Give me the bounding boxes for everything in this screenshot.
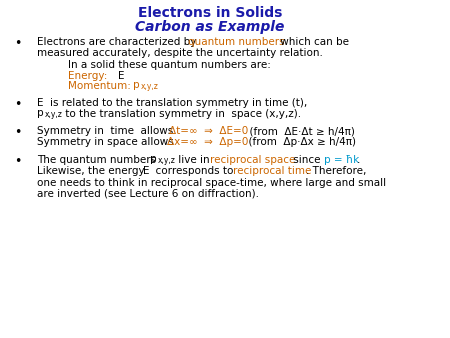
Text: E  is related to the translation symmetry in time (t),: E is related to the translation symmetry… <box>37 98 307 108</box>
Text: Δt=∞  ⇒  ΔE=0: Δt=∞ ⇒ ΔE=0 <box>169 126 248 136</box>
Text: which can be: which can be <box>277 37 349 47</box>
Text: In a solid these quantum numbers are:: In a solid these quantum numbers are: <box>68 60 271 70</box>
Text: x,y,z: x,y,z <box>140 81 158 91</box>
Text: Symmetry in space allows: Symmetry in space allows <box>37 138 177 147</box>
Text: reciprocal space: reciprocal space <box>211 155 296 165</box>
Text: p: p <box>37 108 44 118</box>
Text: quantum numbers: quantum numbers <box>188 37 284 47</box>
Text: corresponds to: corresponds to <box>148 166 239 176</box>
Text: to the translation symmetry in  space (x,y,z).: to the translation symmetry in space (x,… <box>62 109 301 119</box>
Text: (from  Δp·Δx ≥ h/4π): (from Δp·Δx ≥ h/4π) <box>242 138 356 147</box>
Text: Momentum:: Momentum: <box>68 81 131 91</box>
Text: .: . <box>356 155 360 165</box>
Text: x,y,z: x,y,z <box>158 155 176 165</box>
Text: . Therefore,: . Therefore, <box>306 166 366 176</box>
Text: Electrons in Solids: Electrons in Solids <box>138 6 282 20</box>
Text: measured accurately, despite the uncertainty relation.: measured accurately, despite the uncerta… <box>37 48 323 58</box>
Text: p: p <box>150 153 157 164</box>
Text: E: E <box>118 71 125 81</box>
Text: p: p <box>133 80 140 90</box>
Text: •: • <box>14 37 21 50</box>
Text: reciprocal time: reciprocal time <box>233 166 311 176</box>
Text: The quantum numbers: The quantum numbers <box>37 155 159 165</box>
Text: Δx=∞  ⇒  Δp=0: Δx=∞ ⇒ Δp=0 <box>166 138 248 147</box>
Text: E: E <box>143 166 149 176</box>
Text: one needs to think in reciprocal space-time, where large and small: one needs to think in reciprocal space-t… <box>37 178 386 188</box>
Text: Energy:: Energy: <box>68 71 108 81</box>
Text: (from  ΔE·Δt ≥ h/4π): (from ΔE·Δt ≥ h/4π) <box>243 126 355 136</box>
Text: x,y,z: x,y,z <box>45 110 62 119</box>
Text: Electrons are characterized by: Electrons are characterized by <box>37 37 199 47</box>
Text: p = ħk: p = ħk <box>324 155 359 165</box>
Text: Carbon as Example: Carbon as Example <box>135 20 285 34</box>
Text: •: • <box>14 98 21 111</box>
Text: live in: live in <box>176 155 213 165</box>
Text: •: • <box>14 155 21 168</box>
Text: Likewise, the energy: Likewise, the energy <box>37 166 151 176</box>
Text: Symmetry in  time  allows: Symmetry in time allows <box>37 126 180 136</box>
Text: •: • <box>14 126 21 139</box>
Text: since: since <box>290 155 327 165</box>
Text: are inverted (see Lecture 6 on diffraction).: are inverted (see Lecture 6 on diffracti… <box>37 189 259 199</box>
